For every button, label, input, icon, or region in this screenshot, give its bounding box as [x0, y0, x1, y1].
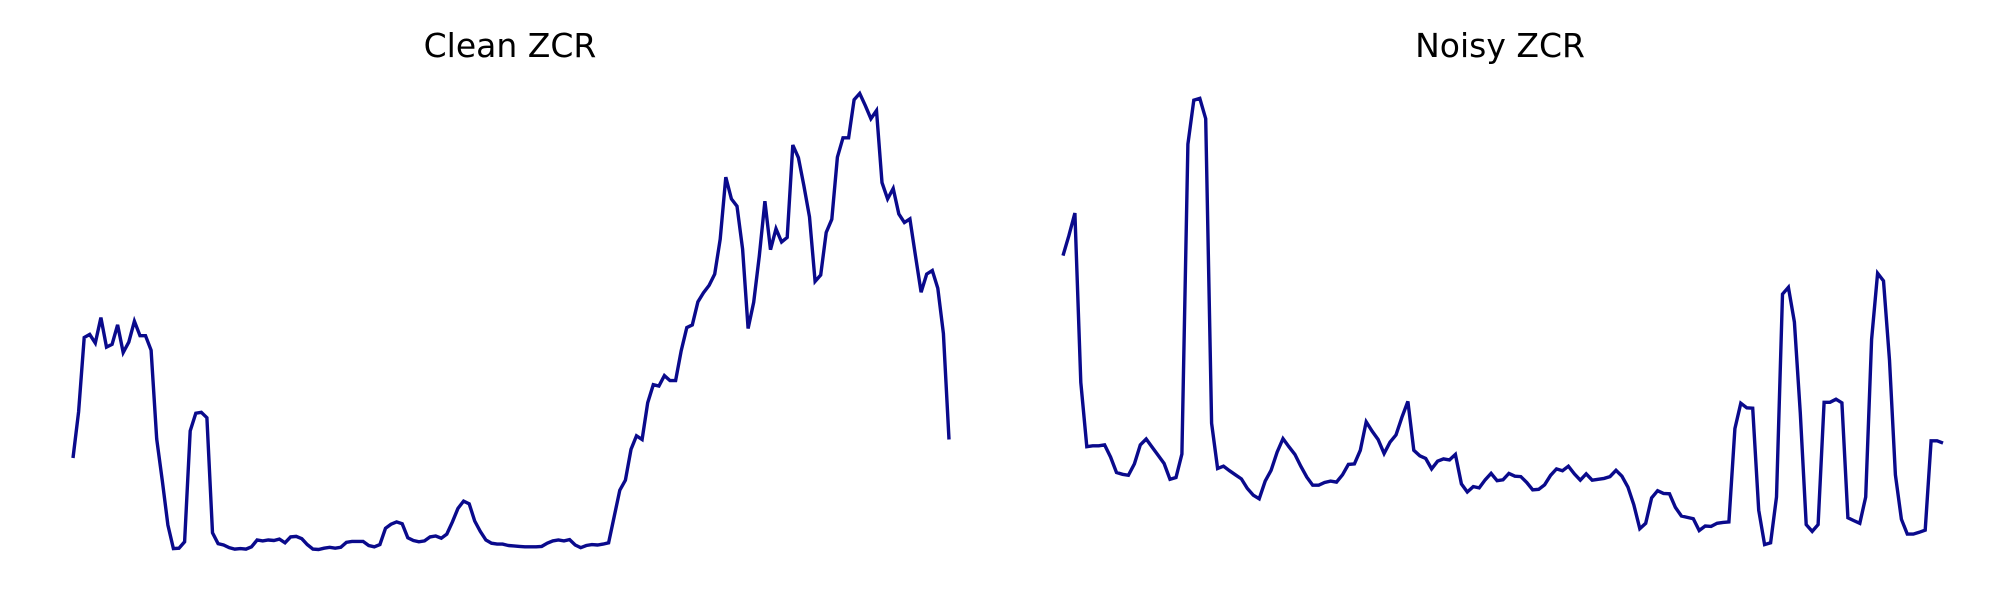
clean-zcr-title: Clean ZCR: [424, 26, 597, 65]
clean-zcr-panel: Clean ZCR: [71, 26, 951, 552]
noisy-zcr-title: Noisy ZCR: [1415, 26, 1585, 65]
noisy-zcr-panel: Noisy ZCR: [1061, 26, 1944, 547]
clean-zcr-line: [71, 90, 951, 552]
noisy-zcr-line: [1061, 96, 1944, 547]
